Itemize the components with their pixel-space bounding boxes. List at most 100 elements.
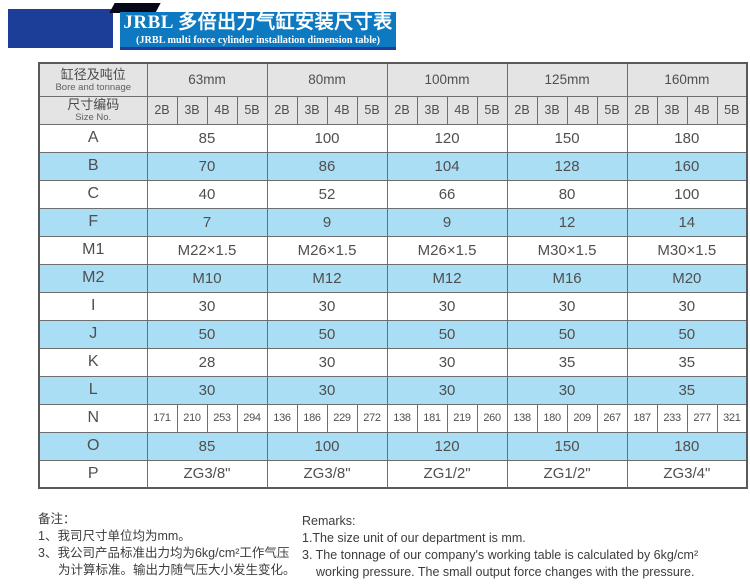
value-cell: M26×1.5	[266, 235, 388, 265]
row-label-cell: P	[38, 459, 148, 489]
value-cell: M30×1.5	[626, 235, 748, 265]
row-label-cell: M2	[38, 263, 148, 293]
table-row: J 50 50 50 50 50	[38, 319, 748, 349]
value-cell: 294	[236, 403, 268, 433]
size-code-cell: 3B	[176, 95, 208, 125]
value-cell: ZG3/4"	[626, 459, 748, 489]
value-cell: 100	[266, 123, 388, 153]
page-title-zh: JRBL 多倍出力气缸安装尺寸表	[123, 12, 393, 33]
size-header-cell: 尺寸编码 Size No.	[38, 95, 148, 125]
remarks-en-line: 1.The size unit of our department is mm.	[302, 531, 526, 545]
value-cell: 50	[386, 319, 508, 349]
value-cell: 35	[626, 375, 748, 405]
bore-header-cell: 100mm	[386, 62, 508, 97]
row-label-cell: I	[38, 291, 148, 321]
value-cell: ZG3/8"	[266, 459, 388, 489]
table-row: A 85 100 120 150 180	[38, 123, 748, 153]
row-label-cell: J	[38, 319, 148, 349]
value-cell: 14	[626, 207, 748, 237]
value-cell: 85	[146, 123, 268, 153]
value-cell: 180	[536, 403, 568, 433]
bore-header-cell: 160mm	[626, 62, 748, 97]
value-cell: 30	[506, 375, 628, 405]
value-cell: 86	[266, 151, 388, 181]
remarks-zh-line: 1、我司尺寸单位均为mm。	[38, 529, 191, 543]
value-cell: 9	[266, 207, 388, 237]
value-cell: M26×1.5	[386, 235, 508, 265]
value-cell: 260	[476, 403, 508, 433]
value-cell: 30	[386, 291, 508, 321]
size-code-cell: 4B	[206, 95, 238, 125]
bore-header-cell: 63mm	[146, 62, 268, 97]
size-code-cell: 4B	[326, 95, 358, 125]
table-row: I 30 30 30 30 30	[38, 291, 748, 321]
table-row: M1 M22×1.5 M26×1.5 M26×1.5 M30×1.5 M30×1.5	[38, 235, 748, 265]
value-cell: 7	[146, 207, 268, 237]
size-code-cell: 5B	[476, 95, 508, 125]
value-cell: 104	[386, 151, 508, 181]
value-cell: 100	[626, 179, 748, 209]
row-label-cell: C	[38, 179, 148, 209]
value-cell: M30×1.5	[506, 235, 628, 265]
size-code-cell: 3B	[416, 95, 448, 125]
bore-header-cell: 80mm	[266, 62, 388, 97]
value-cell: M10	[146, 263, 268, 293]
value-cell: 40	[146, 179, 268, 209]
size-code-cell: 5B	[716, 95, 748, 125]
size-code-cell: 2B	[386, 95, 418, 125]
value-cell: 50	[506, 319, 628, 349]
value-cell: 187	[626, 403, 658, 433]
bore-header-row: 缸径及吨位 Bore and tonnage 63mm 80mm 100mm 125mm 1…	[38, 62, 748, 97]
corner-header-cell: 缸径及吨位 Bore and tonnage	[38, 62, 148, 97]
size-code-cell: 4B	[686, 95, 718, 125]
value-cell: 85	[146, 431, 268, 461]
table-row: L 30 30 30 30 35	[38, 375, 748, 405]
value-cell: M12	[386, 263, 508, 293]
value-cell: M22×1.5	[146, 235, 268, 265]
value-cell: 210	[176, 403, 208, 433]
corner-header-en: Bore and tonnage	[55, 81, 132, 93]
value-cell: 30	[266, 375, 388, 405]
size-code-cell: 4B	[446, 95, 478, 125]
value-cell: 30	[146, 291, 268, 321]
table-row: O 85 100 120 150 180	[38, 431, 748, 461]
row-label-cell: K	[38, 347, 148, 377]
table-row: C 40 52 66 80 100	[38, 179, 748, 209]
banner-accent-block	[8, 9, 113, 48]
table-row: P ZG3/8" ZG3/8" ZG1/2" ZG1/2" ZG3/4"	[38, 459, 748, 489]
value-cell: 66	[386, 179, 508, 209]
value-cell: 30	[266, 347, 388, 377]
remarks-zh: 备注： 1、我司尺寸单位均为mm。 3、我公司产品标准出力均为6kg/cm²工作…	[38, 511, 300, 579]
value-cell: M16	[506, 263, 628, 293]
remarks-zh-line: 3、我公司产品标准出力均为6kg/cm²工作气压	[38, 546, 290, 560]
value-cell: 171	[146, 403, 178, 433]
table-row: K 28 30 30 35 35	[38, 347, 748, 377]
value-cell: 138	[506, 403, 538, 433]
size-code-cell: 5B	[236, 95, 268, 125]
row-label-cell: F	[38, 207, 148, 237]
value-cell: ZG1/2"	[386, 459, 508, 489]
value-cell: 233	[656, 403, 688, 433]
remarks-en: Remarks: 1.The size unit of our departme…	[302, 513, 748, 581]
row-label-cell: N	[38, 403, 148, 433]
value-cell: 70	[146, 151, 268, 181]
value-cell: 50	[146, 319, 268, 349]
table-row: F 7 9 9 12 14	[38, 207, 748, 237]
remarks-en-line: 3. The tonnage of our company's working …	[302, 548, 699, 562]
value-cell: M12	[266, 263, 388, 293]
size-code-cell: 2B	[146, 95, 178, 125]
value-cell: 30	[146, 375, 268, 405]
value-cell: 277	[686, 403, 718, 433]
table-row: M2 M10 M12 M12 M16 M20	[38, 263, 748, 293]
value-cell: 50	[266, 319, 388, 349]
value-cell: 150	[506, 431, 628, 461]
value-cell: 150	[506, 123, 628, 153]
size-code-cell: 3B	[296, 95, 328, 125]
remarks-zh-heading: 备注：	[38, 512, 76, 526]
bore-header-cell: 125mm	[506, 62, 628, 97]
size-code-cell: 2B	[626, 95, 658, 125]
value-cell: 30	[506, 291, 628, 321]
value-cell: 28	[146, 347, 268, 377]
value-cell: 12	[506, 207, 628, 237]
remarks-zh-line: 为计算标准。输出力随气压大小发生变化。	[58, 563, 296, 577]
